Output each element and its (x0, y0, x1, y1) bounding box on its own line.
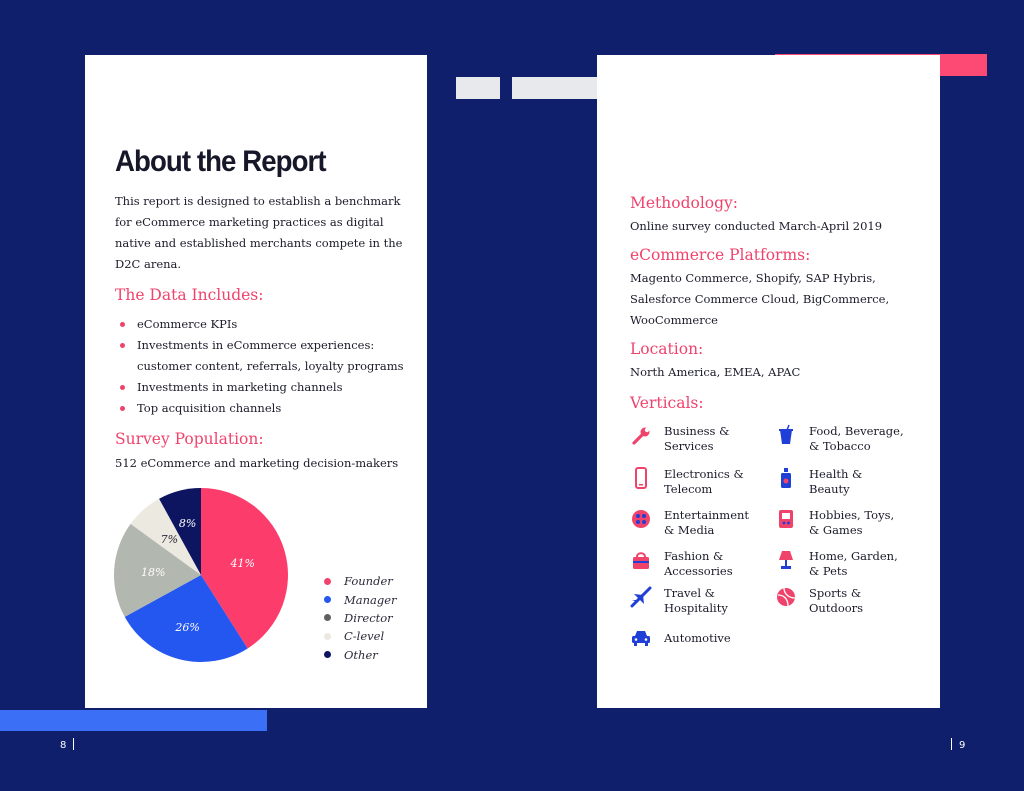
game-console-icon (775, 508, 797, 530)
legend-swatch (324, 614, 331, 622)
vertical-hobbies-toys-games: Hobbies, Toys, & Games (775, 508, 894, 537)
vertical-label: Automotive (664, 631, 731, 645)
vertical-label: Electronics & Telecom (664, 467, 744, 496)
decorative-bar-blue (0, 710, 267, 731)
vertical-food-beverage: Food, Beverage, & Tobacco (775, 424, 904, 453)
vertical-label: Hobbies, Toys, & Games (809, 508, 895, 537)
phone-icon (630, 467, 652, 489)
pie-label-director: 18% (141, 566, 165, 579)
survey-population-text: 512 eCommerce and marketing decision-mak… (115, 456, 399, 470)
list-item: Top acquisition channels (115, 398, 415, 419)
list-item: eCommerce KPIs (115, 314, 415, 335)
lamp-icon (775, 549, 797, 571)
legend-item-c-level: C-level (324, 627, 397, 645)
methodology-heading: Methodology: (630, 194, 739, 212)
vertical-travel-hospitality: Travel & Hospitality (630, 586, 728, 615)
location-text: North America, EMEA, APAC (630, 365, 801, 379)
wrench-icon (630, 424, 652, 446)
data-includes-heading: The Data Includes: (115, 286, 264, 304)
survey-pie-chart: 41% 26% 18% 7%8% (114, 488, 288, 662)
vertical-label: Entertainment & Media (664, 508, 750, 537)
legend-label: Other (344, 647, 378, 662)
legend-item-manager: Manager (324, 590, 397, 608)
pie-slice-director (114, 523, 201, 617)
intro-paragraph: This report is designed to establish a b… (115, 194, 403, 271)
pie-legend: Founder Manager Director C-level Other (324, 572, 397, 664)
pie-slice-manager (124, 575, 248, 662)
vertical-electronics-telecom: Electronics & Telecom (630, 467, 744, 496)
vertical-label: Health & Beauty (809, 467, 863, 496)
legend-item-founder: Founder (324, 572, 397, 590)
legend-swatch (324, 596, 331, 604)
location-heading: Location: (630, 340, 704, 358)
legend-label: Manager (344, 592, 397, 607)
ball-icon (775, 586, 797, 608)
page-number-left: 8 (60, 738, 74, 751)
vertical-business-services: Business & Services (630, 424, 729, 453)
methodology-text: Online survey conducted March-April 2019 (630, 219, 883, 233)
legend-swatch (324, 632, 331, 640)
pie-slice-founder (201, 488, 288, 649)
pie-label-manager: 26% (174, 621, 199, 634)
vertical-label: Sports & Outdoors (809, 586, 864, 615)
vertical-label: Business & Services (664, 424, 730, 453)
list-item: Investments in eCommerce experiences: cu… (115, 335, 415, 377)
survey-population-heading: Survey Population: (115, 430, 264, 448)
vertical-label: Travel & Hospitality (664, 586, 728, 615)
pie-slice-other (159, 488, 201, 575)
vertical-label: Food, Beverage, & Tobacco (809, 424, 904, 453)
legend-label: Director (344, 610, 393, 625)
vertical-label: Home, Garden, & Pets (809, 549, 898, 578)
vertical-fashion-accessories: Fashion & Accessories (630, 549, 733, 578)
right-page (597, 55, 940, 708)
lotion-bottle-icon (775, 467, 797, 489)
platforms-text: Magento Commerce, Shopify, SAP Hybris, S… (630, 271, 890, 327)
vertical-entertainment-media: Entertainment & Media (630, 508, 749, 537)
decorative-bar-gray-short (456, 77, 500, 99)
list-item: Investments in marketing channels (115, 377, 415, 398)
vertical-health-beauty: Health & Beauty (775, 467, 862, 496)
vertical-sports-outdoors: Sports & Outdoors (775, 586, 863, 615)
legend-swatch (324, 577, 331, 585)
page-title: About the Report (115, 145, 327, 178)
legend-item-other: Other (324, 646, 397, 664)
pie-label-other: 8% (179, 517, 196, 530)
platforms-heading: eCommerce Platforms: (630, 246, 811, 264)
legend-label: Founder (344, 574, 393, 589)
pie-label-c-level: 7% (161, 533, 178, 546)
handbag-icon (630, 549, 652, 571)
verticals-heading: Verticals: (630, 394, 704, 412)
page-number-right: 9 (951, 738, 965, 751)
car-icon (630, 627, 652, 649)
legend-swatch (324, 651, 331, 659)
legend-label: C-level (344, 629, 385, 644)
vertical-label: Fashion & Accessories (664, 549, 733, 578)
data-includes-list: eCommerce KPIs Investments in eCommerce … (115, 314, 415, 419)
airplane-icon (630, 586, 652, 608)
vertical-home-garden-pets: Home, Garden, & Pets (775, 549, 898, 578)
vertical-automotive: Automotive (630, 627, 731, 649)
cup-icon (775, 424, 797, 446)
film-reel-icon (630, 508, 652, 530)
pie-label-founder: 41% (230, 557, 255, 570)
legend-item-director: Director (324, 609, 397, 627)
pie-slice-c-level (130, 498, 201, 575)
